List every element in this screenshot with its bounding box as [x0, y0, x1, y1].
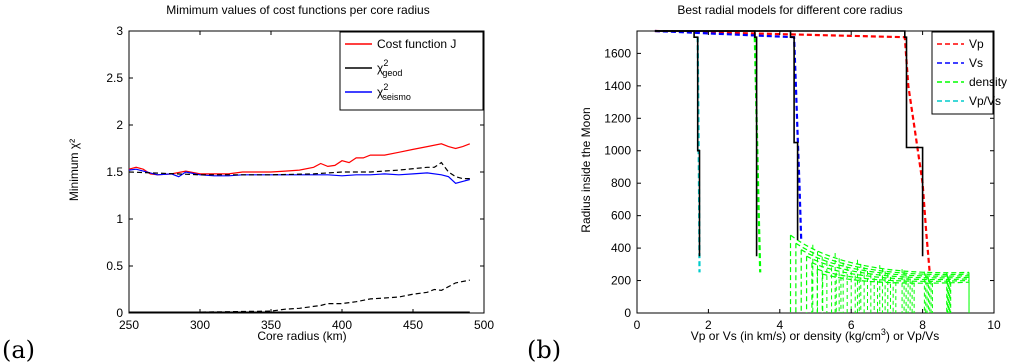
chart-a-series-line [129, 279, 470, 313]
chart-a-legend-label-sup: 2 [383, 58, 388, 68]
chart-a-y-label-text: Minimum χ² [67, 139, 81, 201]
chart-b-x-tick-label: 0 [634, 318, 641, 332]
chart-b-x-tick-label: 10 [987, 318, 1001, 332]
chart-a-x-tick-label: 400 [332, 318, 352, 332]
chart-a-x-tick-label: 450 [403, 318, 423, 332]
chart-b-legend-label-main: Vp [969, 37, 984, 51]
chart-a-y-tick-label: 0.5 [106, 259, 123, 273]
chart-a-legend-label-sub: seismo [382, 92, 411, 102]
chart-b-y-tick-label: 1200 [604, 111, 631, 125]
chart-b-x-tick-label: 2 [705, 318, 712, 332]
chart-a-legend-label: Cost function J [377, 37, 456, 51]
chart-b-series-line [654, 29, 803, 241]
chart-b-y-ticks: 0 200 400 600 800 1000 1200 1400 1600 [604, 46, 994, 320]
chart-b-density-curves [789, 234, 970, 313]
panel-tag-a: (a) [2, 336, 35, 363]
chart-b-y-tick-label: 0 [624, 306, 631, 320]
chart-b-legend-label-main: Vp/Vs [969, 94, 1001, 108]
chart-b-x-tick-label: 8 [919, 318, 926, 332]
chart-a-y-ticks: 0 0.5 1 1.5 2 2.5 3 [106, 24, 484, 320]
chart-a-series [128, 143, 471, 313]
chart-b-legend-label-main: Vs [969, 56, 983, 70]
chart-b-legend-label: density [969, 75, 1007, 89]
chart-a-y-tick-label: 3 [116, 24, 123, 38]
chart-a-y-tick-label: 1.5 [106, 165, 123, 179]
chart-a-x-tick-label: 350 [261, 318, 281, 332]
chart-a-legend-label-sup: 2 [383, 82, 388, 92]
chart-a-legend-label: χ2 geod [377, 58, 402, 78]
chart-b-density-curve [806, 255, 970, 279]
chart-b-y-tick-label: 1600 [604, 46, 631, 60]
chart-b-density-curve [795, 242, 970, 276]
chart-a-series-line [128, 143, 471, 176]
chart-a-y-tick-label: 2.5 [106, 71, 123, 85]
chart-b-series-line [753, 37, 762, 273]
chart-a-legend-label-main: χ [377, 85, 384, 99]
chart-a-legend-label: χ2 seismo [377, 82, 411, 102]
chart-b-title: Best radial models for different core ra… [677, 3, 902, 17]
chart-a-x-label: Core radius (km) [257, 329, 346, 343]
chart-b-y-tick-label: 800 [611, 176, 631, 190]
chart-b-density-curve [811, 262, 970, 281]
panel-tag-b: (b) [527, 336, 561, 363]
chart-b-legend-label-main: density [969, 75, 1007, 89]
chart-a-series-line [128, 161, 470, 180]
chart-a-y-tick-label: 1 [116, 212, 123, 226]
chart-a-y-label: Minimum χ² [67, 139, 81, 201]
chart-a-legend-box [339, 31, 484, 111]
chart-b-x-label-sup: 3 [881, 327, 886, 337]
chart-b-legend-label: Vp [969, 37, 984, 51]
chart-b-density-curve [790, 234, 970, 274]
chart-a-legend-label-main: χ [377, 61, 384, 75]
chart-b-x-label: Vp or Vs (in km/s) or density (kg/cm3) o… [691, 327, 939, 343]
chart-b-series-line [654, 30, 924, 257]
chart-b-density-curve [822, 273, 970, 284]
chart-b-y-tick-label: 200 [611, 274, 631, 288]
chart-a-legend-label-main: Cost function J [377, 37, 456, 51]
chart-a-title: Mimimum values of cost functions per cor… [166, 3, 429, 17]
chart-b-legend-label: Vs [969, 56, 983, 70]
chart-b-density-curve [800, 249, 970, 277]
chart-a-x-tick-label: 500 [474, 318, 494, 332]
chart-a-x-ticks: 250 300 350 400 450 500 [119, 31, 494, 332]
chart-b-x-ticks: 0 2 4 6 8 10 [634, 31, 1001, 332]
chart-b: Best radial models for different core ra… [579, 3, 1007, 343]
chart-b-series [654, 29, 931, 273]
chart-b-y-label: Radius inside the Moon [579, 107, 593, 232]
chart-b-x-label-main: Vp or Vs (in km/s) or density (kg/cm [691, 329, 881, 343]
chart-b-x-tick-label: 4 [776, 318, 783, 332]
chart-b-y-tick-label: 1400 [604, 79, 631, 93]
chart-b-legend: Vp Vs density Vp/Vs [931, 31, 1007, 115]
chart-a-y-tick-label: 2 [116, 118, 123, 132]
chart-b-y-tick-label: 400 [611, 241, 631, 255]
chart-b-x-label-tail: ) or Vp/Vs [886, 329, 939, 343]
chart-a: Mimimum values of cost functions per cor… [67, 3, 494, 343]
chart-a-x-tick-label: 300 [190, 318, 210, 332]
chart-a-x-tick-label: 250 [119, 318, 139, 332]
chart-b-y-tick-label: 600 [611, 209, 631, 223]
chart-b-legend-label: Vp/Vs [969, 94, 1001, 108]
chart-a-legend-label-sub: geod [382, 68, 402, 78]
chart-b-density-curve [817, 268, 970, 282]
chart-a-y-tick-label: 0 [116, 306, 123, 320]
chart-b-y-tick-label: 1000 [604, 144, 631, 158]
chart-b-x-tick-label: 6 [848, 318, 855, 332]
